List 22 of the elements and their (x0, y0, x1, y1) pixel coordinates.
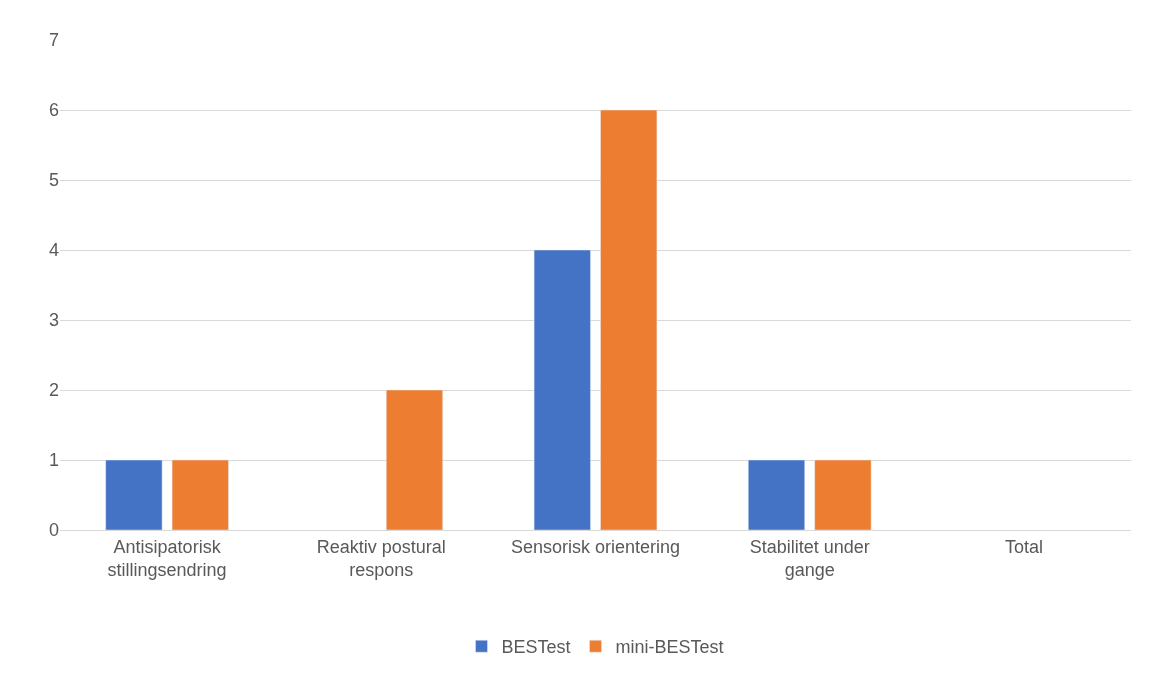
bar (171, 459, 229, 530)
y-tick-label: 3 (48, 310, 59, 331)
bar (748, 459, 805, 530)
legend-label: mini-BESTest (615, 637, 724, 658)
x-tick-label: Stabilitet under gange (749, 536, 870, 580)
y-tick-label: 5 (48, 170, 59, 191)
y-tick-label: 0 (48, 520, 59, 541)
bar (814, 459, 872, 530)
y-tick-label: 4 (48, 240, 59, 261)
x-tick-label: Reaktiv postural respons (316, 536, 446, 580)
x-tick-label: Total (1004, 536, 1043, 557)
y-tick-label: 2 (48, 380, 59, 401)
x-tick-label: Sensorisk orientering (510, 536, 681, 557)
legend-label: BESTest (501, 637, 571, 658)
y-tick-label: 7 (48, 30, 59, 51)
bar (600, 109, 658, 530)
bar (105, 459, 163, 530)
bar (533, 249, 591, 530)
y-tick-label: 6 (48, 100, 59, 121)
y-tick-label: 1 (48, 450, 59, 471)
bar (386, 389, 443, 530)
x-tick-label: Antisipatorisk stillingsendring (107, 536, 227, 580)
